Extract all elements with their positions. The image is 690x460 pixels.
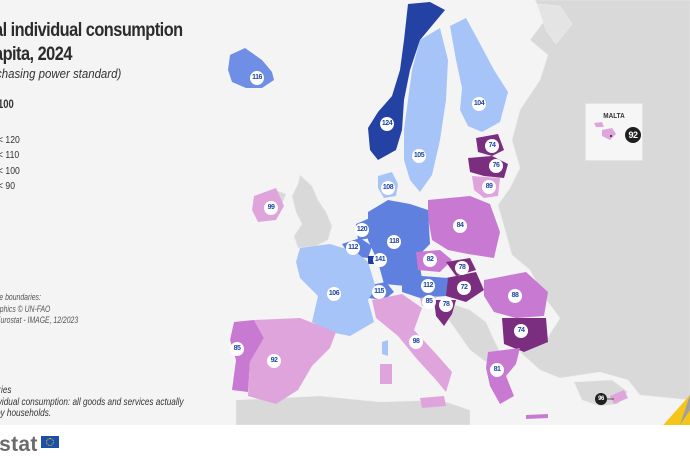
legend-item: < 90 (0, 180, 16, 192)
eurostat-logo: ostat (0, 433, 38, 456)
badge-italy: 98 (409, 335, 423, 349)
country-finland[interactable] (450, 18, 508, 132)
legend-head: 100 (0, 99, 14, 111)
notes-line: Eurostat - IMAGE, 12/2023 (0, 315, 79, 326)
badge-switzerland: 115 (372, 285, 386, 299)
country-greece[interactable] (486, 348, 520, 404)
title-line-1: al individual consumption (0, 20, 183, 41)
legend-item (0, 117, 20, 133)
country-luxembourg[interactable] (368, 256, 374, 264)
badge-netherlands: 120 (355, 223, 369, 237)
badge-belgium: 112 (346, 241, 360, 255)
badge-croatia: 78 (439, 298, 453, 312)
legend-item: < 110 (0, 149, 20, 161)
badge-slovenia: 85 (422, 295, 436, 309)
legend: 100 < 120 < 110 < 100 < 90 (0, 98, 20, 195)
badge-greece: 81 (490, 363, 504, 377)
badge-lithuania: 89 (482, 180, 496, 194)
badge-france: 106 (327, 287, 341, 301)
legend-item: < 120 (0, 133, 20, 146)
legend-item: < 100 (0, 164, 20, 177)
badge-norway: 124 (380, 117, 394, 131)
europe-map (228, 0, 690, 425)
footnote: tries ividual consumption: all goods and… (0, 384, 184, 420)
footnote-line: ividual consumption: all goods and servi… (0, 395, 184, 408)
malta-label: MALTA (603, 111, 625, 120)
malta-inset: MALTA 92 (585, 103, 643, 161)
badge-bulgaria: 74 (514, 324, 528, 338)
badge-portugal: 85 (230, 342, 244, 356)
non-eu-land (235, 0, 690, 425)
footnote-line: tries (0, 384, 12, 396)
notes-line: ve boundaries: (0, 292, 41, 303)
badge-cyprus: 96 (595, 393, 607, 405)
badge-poland: 84 (453, 219, 467, 233)
map-subtitle: chasing power standard) (0, 66, 122, 81)
badge-finland: 104 (472, 97, 486, 111)
badge-czechia: 82 (423, 253, 437, 267)
badge-latvia: 76 (489, 159, 503, 173)
badge-sweden: 105 (412, 149, 426, 163)
country-corsica (382, 340, 388, 356)
badge-spain: 92 (267, 354, 281, 368)
badge-romania: 88 (508, 289, 522, 303)
corner-accent (663, 395, 690, 425)
badge-estonia: 74 (485, 139, 499, 153)
title-line-2: apita, 2024 (0, 44, 72, 65)
malta-value-badge: 92 (625, 127, 641, 143)
badge-hungary: 72 (457, 281, 471, 295)
country-crete (526, 414, 548, 419)
corner-accent-grey (680, 395, 690, 425)
badge-ireland: 99 (264, 201, 278, 215)
country-spain[interactable] (248, 318, 336, 404)
country-sicily (420, 396, 446, 408)
footnote-line: by households. (0, 407, 52, 419)
footer: ostat (0, 425, 690, 460)
map-notes: ve boundaries: aphics © UN-FAO Eurostat … (0, 292, 78, 327)
country-portugal[interactable] (230, 320, 264, 392)
badge-luxembourg: 141 (373, 253, 387, 267)
badge-slovakia: 78 (455, 261, 469, 275)
malta-shape (594, 122, 616, 140)
badge-denmark: 108 (381, 181, 395, 195)
badge-germany: 118 (387, 235, 401, 249)
badge-iceland: 116 (250, 71, 264, 85)
eu-flag-icon (41, 436, 59, 448)
country-cyprus[interactable] (610, 390, 628, 404)
country-sardinia (380, 364, 392, 384)
badge-austria: 112 (421, 279, 435, 293)
map-area: al individual consumption apita, 2024 ch… (0, 0, 690, 425)
notes-line: aphics © UN-FAO (0, 303, 51, 315)
map-title: al individual consumption apita, 2024 (0, 19, 183, 67)
